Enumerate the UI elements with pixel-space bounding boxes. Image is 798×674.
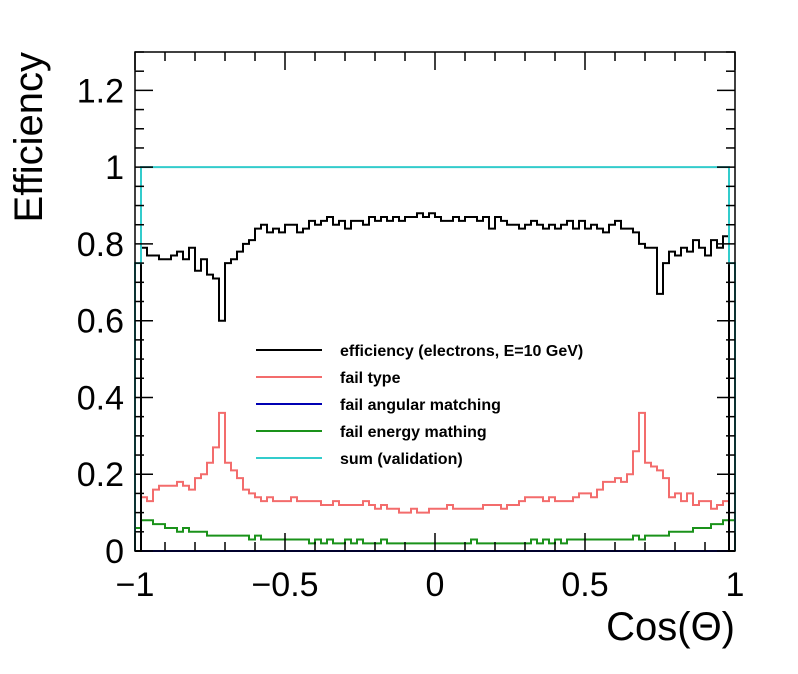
legend: efficiency (electrons, E=10 GeV) fail typ…: [256, 343, 583, 468]
y-tick-label: 0.2: [77, 456, 124, 494]
y-tick-label: 0.6: [77, 303, 124, 341]
x-tick-label: −1: [116, 566, 155, 604]
y-tick-label: 1.2: [77, 72, 124, 110]
y-tick-label: 0.8: [77, 226, 124, 264]
legend-label: efficiency (electrons, E=10 GeV): [340, 343, 583, 360]
y-tick-label: 0: [105, 533, 124, 571]
y-tick-label: 1: [105, 149, 124, 187]
tick-labels-layer: −1 −0.5 0 0.5 1 0 0.2 0.4 0.6 0.8 1 1.2: [77, 72, 745, 604]
ticks-layer: [134, 51, 736, 552]
legend-label: fail angular matching: [340, 397, 501, 414]
series-line-1: [135, 411, 735, 552]
x-tick-label: 1: [726, 566, 745, 604]
y-axis-title: Efficiency: [7, 52, 51, 222]
legend-label: fail type: [340, 370, 401, 387]
legend-label: sum (validation): [340, 451, 463, 468]
x-tick-label: −0.5: [251, 566, 318, 604]
series-line-0: [135, 212, 735, 552]
series-line-3: [134, 519, 736, 551]
x-axis-title: Cos(Θ): [606, 605, 735, 649]
x-tick-label: 0.5: [561, 566, 608, 604]
x-tick-label: 0: [426, 566, 445, 604]
y-tick-label: 0.4: [77, 379, 124, 417]
series-line-4: [134, 166, 736, 551]
legend-label: fail energy mathing: [340, 424, 487, 441]
